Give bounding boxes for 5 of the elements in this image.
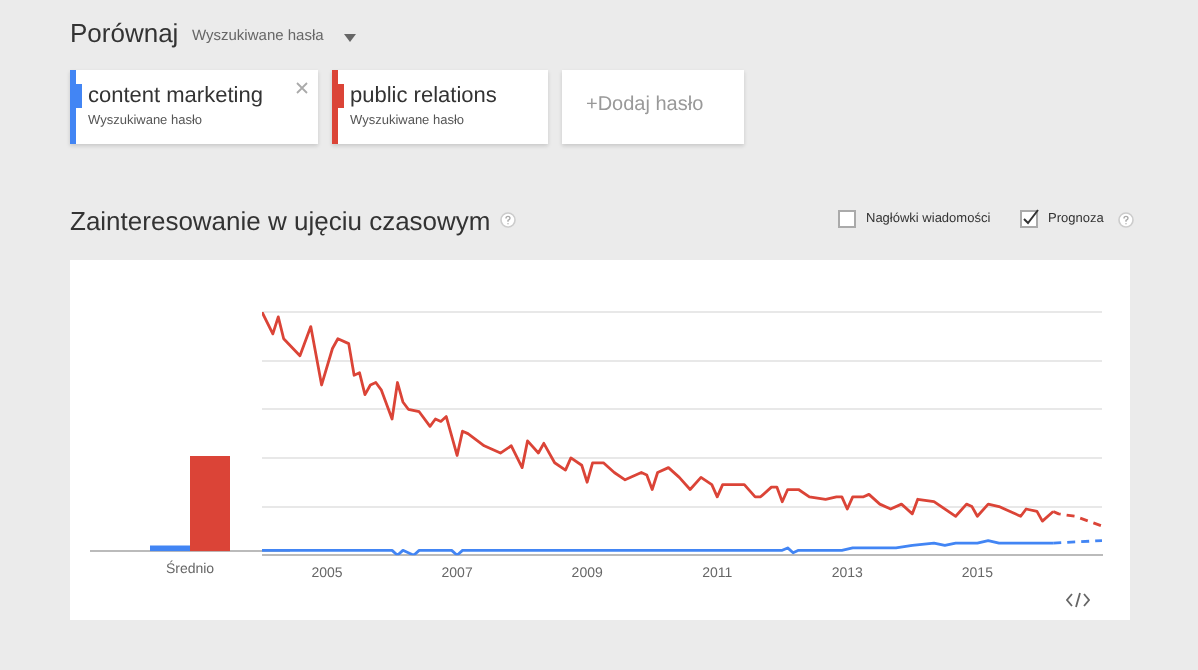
text: Porównaj [70,18,179,48]
legend-label: content marketing [88,84,263,108]
text: +Dodaj hasło [586,94,704,116]
legend-label: public relations [350,84,497,108]
chart-title: Zainteresowanie w ujęciu czasowym [70,206,491,236]
